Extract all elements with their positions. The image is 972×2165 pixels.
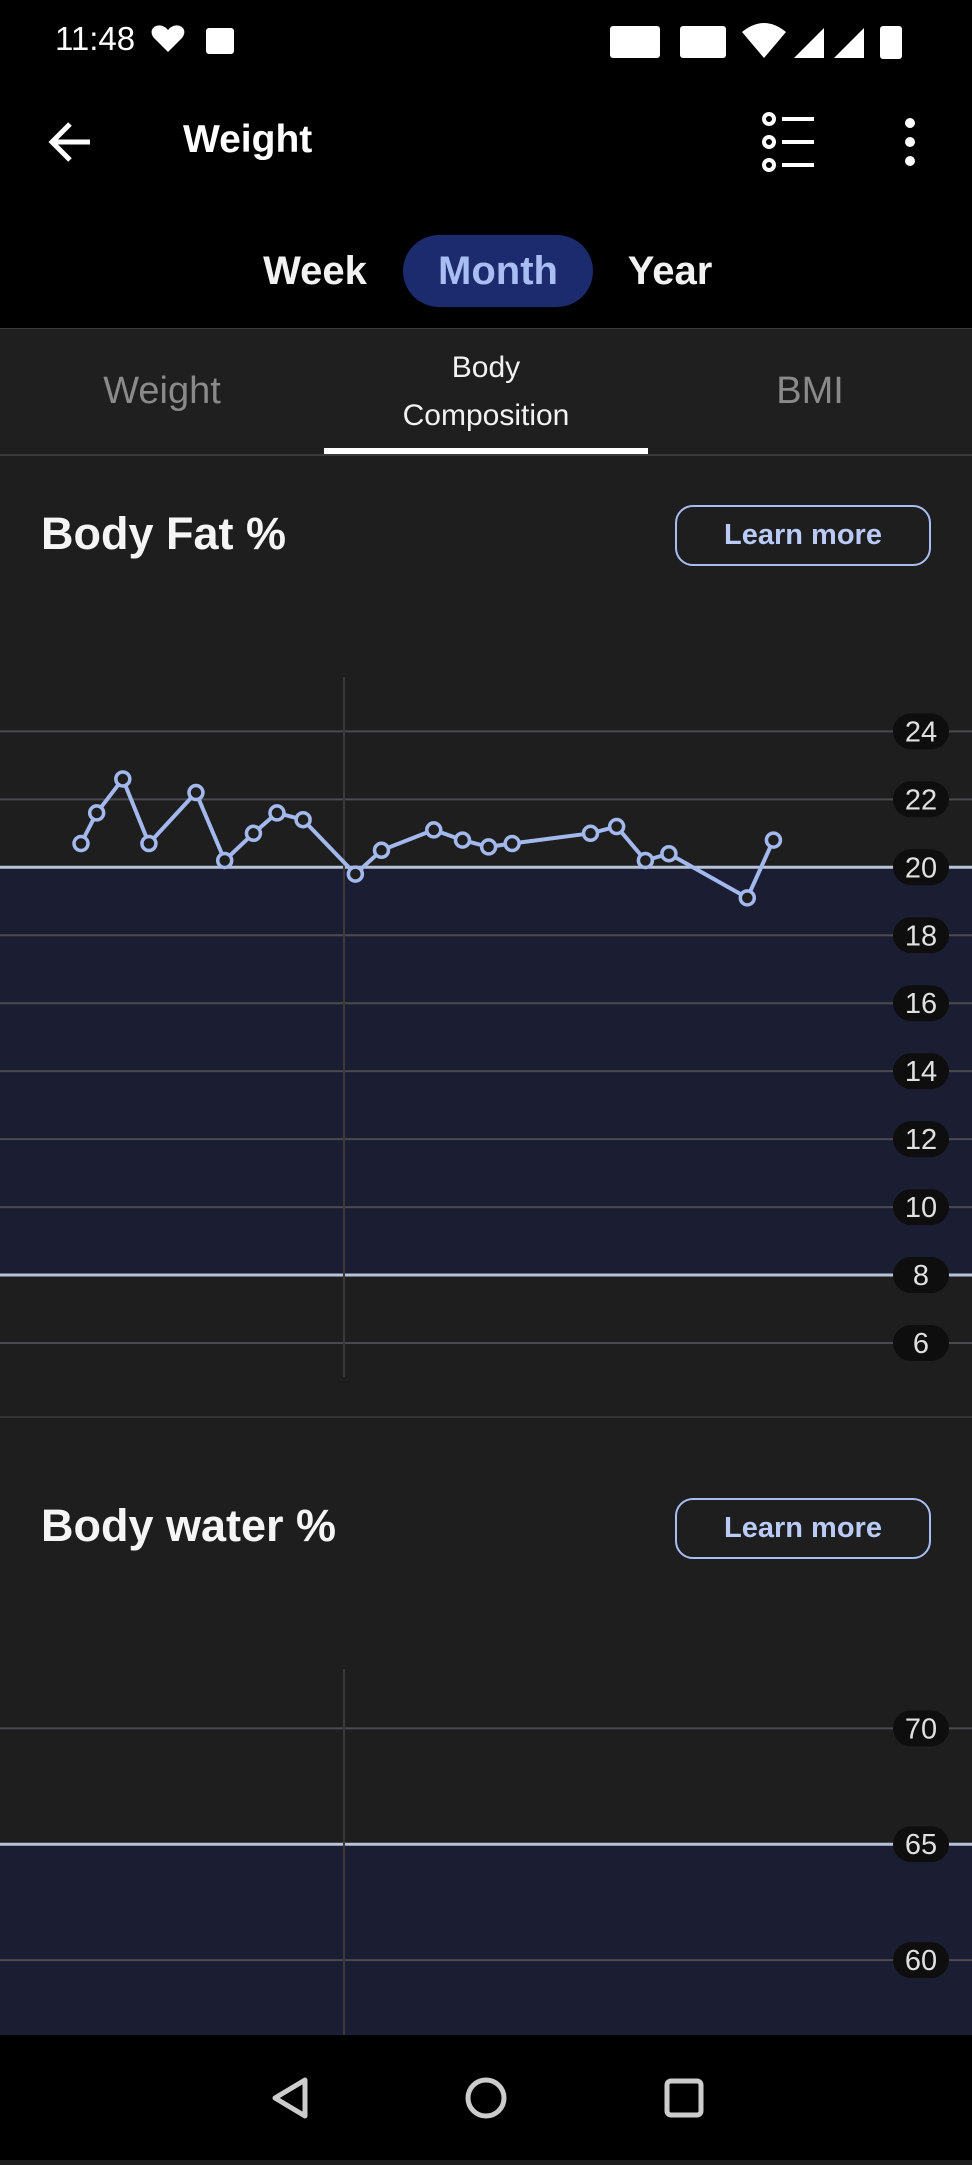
nav-back[interactable]	[272, 2077, 308, 2119]
tick-pill	[893, 917, 949, 954]
y-tick-label: 12	[905, 1124, 937, 1156]
learn-more-button[interactable]: Learn more	[675, 505, 931, 566]
y-tick-label: 16	[905, 988, 937, 1020]
data-point	[187, 783, 205, 802]
y-tick-label: 6	[913, 1328, 929, 1360]
range-tab[interactable]: Year	[627, 249, 713, 293]
page-title: Weight	[183, 118, 313, 161]
tick-pill	[893, 1257, 949, 1294]
wifi-call-icon	[610, 26, 660, 58]
range-tab[interactable]: Month	[403, 235, 593, 307]
back-button[interactable]	[48, 122, 90, 162]
y-tick-label: 14	[905, 1056, 937, 1088]
data-point	[453, 831, 472, 849]
nav-home[interactable]	[465, 2077, 507, 2119]
metric-tab[interactable]: BMI	[648, 329, 972, 454]
tab-underline	[324, 448, 648, 454]
signal-icon	[794, 28, 824, 58]
battery-icon	[880, 26, 902, 59]
tick-pill	[893, 849, 949, 886]
data-point	[294, 810, 312, 829]
y-tick-label: 24	[905, 716, 937, 748]
card-title: Body Fat %	[41, 508, 287, 559]
metric-tabs: Weight Body Composition BMI	[0, 328, 972, 456]
data-point	[479, 838, 498, 856]
nav-icons	[272, 2077, 704, 2119]
nav-bar	[0, 2035, 972, 2160]
icons	[48, 23, 915, 172]
y-tick-label: 10	[905, 1192, 937, 1224]
divider	[0, 1416, 972, 1418]
tick-pill	[893, 1121, 949, 1158]
card-title: Body water %	[41, 1500, 337, 1551]
y-tick-label: 8	[913, 1260, 929, 1292]
y-tick-label: 18	[905, 920, 937, 952]
data-point	[268, 804, 286, 822]
volte-icon	[680, 26, 726, 58]
data-point	[114, 770, 132, 788]
list-button[interactable]	[762, 112, 814, 172]
tick-pill	[893, 713, 949, 750]
data-point	[764, 831, 783, 849]
tick-pill	[893, 1189, 949, 1226]
tick-pill	[893, 1942, 949, 1979]
data-point	[636, 851, 655, 870]
tick-pill	[893, 985, 949, 1022]
signal-icon	[834, 28, 864, 58]
tick-pill	[893, 1710, 949, 1747]
tick-pill	[893, 1826, 949, 1863]
y-tick-label: 70	[905, 1713, 937, 1745]
body-water-chart: 70 65 60	[0, 1669, 972, 2035]
y-tick-label: 22	[905, 784, 937, 816]
status-time: 11:48	[55, 20, 136, 57]
data-point	[346, 865, 365, 883]
y-tick-label: 20	[905, 852, 937, 884]
data-point	[607, 817, 626, 836]
data-point	[424, 821, 443, 839]
tick-pill	[893, 1053, 949, 1090]
wifi-icon	[742, 23, 786, 58]
data-point	[372, 841, 391, 860]
data-point	[660, 844, 678, 863]
data-point	[72, 834, 90, 853]
learn-more-button[interactable]: Learn more	[675, 1498, 931, 1559]
tick-pill	[893, 1325, 949, 1362]
data-point	[738, 889, 757, 907]
metric-tab[interactable]: Weight	[0, 329, 324, 454]
metric-tab-label: Weight	[103, 370, 221, 412]
image-icon	[206, 28, 234, 54]
tick-pill	[893, 781, 949, 818]
body-fat-chart: 24 22 20 18 16 14 12 10 8 6	[0, 677, 972, 1377]
y-tick-label: 60	[905, 1945, 937, 1977]
data-point	[244, 824, 263, 843]
data-point	[581, 824, 600, 843]
nav-recents[interactable]	[664, 2078, 704, 2118]
metric-tab[interactable]: Body Composition	[324, 329, 648, 454]
health-icon	[151, 25, 185, 52]
data-point	[87, 804, 106, 822]
menu-button[interactable]	[905, 118, 915, 166]
data-point	[215, 851, 234, 870]
target-band	[0, 1844, 972, 2035]
y-tick-label: 65	[905, 1829, 937, 1861]
data-point	[140, 834, 158, 853]
data-point	[503, 834, 521, 853]
range-tab[interactable]: Week	[263, 249, 367, 293]
metric-tab-label: BMI	[776, 370, 844, 412]
metric-tab-label: Body Composition	[402, 350, 570, 432]
